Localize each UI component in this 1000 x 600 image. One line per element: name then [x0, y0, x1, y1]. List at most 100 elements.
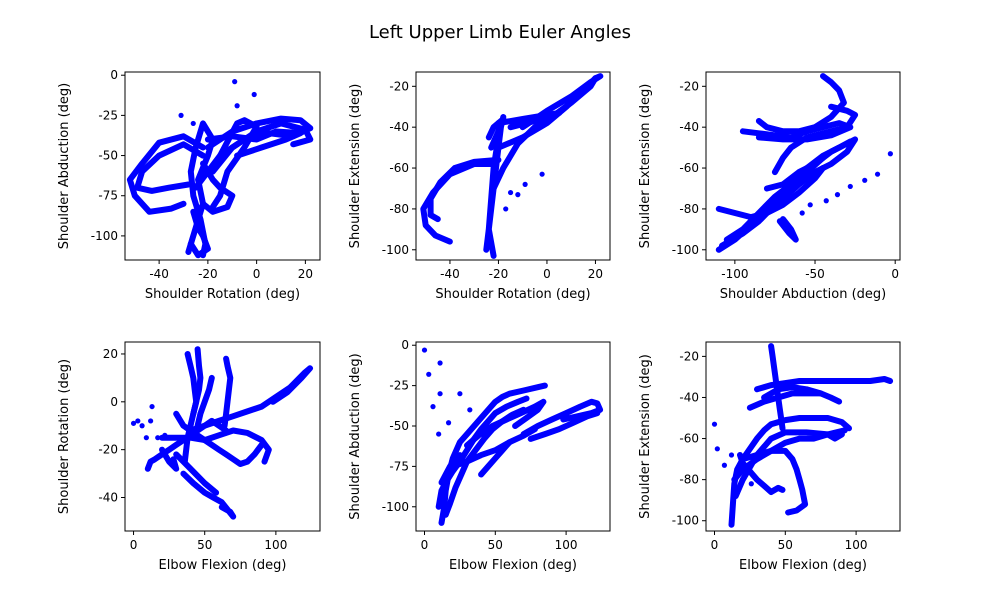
scatter-trace-9	[180, 470, 237, 520]
plot-area	[416, 72, 610, 260]
scatter-trace-4	[194, 374, 215, 429]
scatter-trace-7	[485, 116, 507, 151]
y-tick-label: -100	[91, 229, 118, 243]
scatter-trace-6	[192, 117, 260, 210]
y-axis-label: Shoulder Abduction (deg)	[348, 353, 363, 520]
scatter-point-2	[426, 371, 432, 377]
scatter-trace-6	[449, 426, 538, 470]
scatter-point-1	[887, 151, 893, 157]
y-tick-label: -50	[98, 149, 118, 163]
scatter-point-5	[503, 206, 509, 212]
axes-frame	[124, 341, 321, 532]
x-axis-label: Shoulder Abduction (deg)	[720, 287, 887, 302]
x-axis-label: Shoulder Rotation (deg)	[435, 287, 590, 302]
scatter-point-4	[190, 120, 196, 127]
y-tick-label: -25	[389, 379, 409, 393]
data-layer	[421, 347, 604, 526]
scatter-trace-8	[776, 216, 799, 243]
scatter-point-1	[539, 171, 545, 177]
axes-frame	[124, 71, 321, 261]
y-tick-label: -75	[98, 189, 118, 203]
scatter-point-3	[515, 192, 521, 198]
scatter-trace-10	[173, 451, 220, 496]
axes-frame	[415, 341, 611, 532]
scatter-point-8	[799, 210, 805, 216]
scatter-point-7	[155, 435, 161, 441]
scatter-trace-5	[771, 103, 859, 176]
y-tick-label: -40	[389, 120, 409, 134]
scatter-point-8	[162, 432, 168, 438]
scatter-trace-5	[209, 120, 314, 175]
scatter-point-7	[445, 420, 452, 426]
x-axis-label: Elbow Flexion (deg)	[159, 558, 287, 573]
subplot-4: 0 50 100 -40 -20 0 20 Elbow Flexion (deg) Should…	[57, 341, 321, 573]
axes-frame	[705, 71, 901, 261]
y-tick-label: -80	[679, 473, 699, 487]
scatter-point-9	[467, 407, 473, 413]
x-tick-label: -40	[149, 267, 169, 281]
y-tick-label: -20	[98, 443, 118, 457]
scatter-point-4	[728, 452, 735, 458]
scatter-point-5	[733, 472, 739, 479]
y-tick-label: -80	[679, 202, 699, 216]
scatter-point-1	[711, 421, 718, 427]
x-tick-label: 50	[778, 538, 793, 552]
scatter-point-5	[834, 192, 841, 198]
scatter-trace-9	[478, 439, 513, 478]
x-tick-label: 0	[711, 538, 719, 552]
x-tick-label: -20	[198, 267, 218, 281]
scatter-point-2	[714, 446, 720, 452]
y-tick-label: -50	[389, 419, 409, 433]
scatter-trace-8	[438, 452, 463, 486]
x-tick-label: -100	[721, 267, 748, 281]
scatter-point-1	[130, 420, 137, 426]
x-axis-label: Shoulder Rotation (deg)	[145, 287, 300, 302]
scatter-point-8	[457, 391, 463, 397]
scatter-point-2	[522, 181, 528, 187]
y-axis-label: Shoulder Abduction (deg)	[57, 83, 72, 250]
scatter-point-3	[862, 177, 868, 183]
y-tick-label: -40	[98, 491, 118, 505]
subplot-3: -100 -50 0 -100 -80 -60 -40 -20 Shoulder Abducti…	[638, 71, 901, 302]
scatter-trace-6	[490, 75, 599, 192]
x-tick-label: 100	[845, 538, 868, 552]
x-axis-label: Elbow Flexion (deg)	[449, 558, 577, 573]
scatter-point-1	[421, 347, 428, 353]
x-tick-label: 50	[197, 538, 212, 552]
scatter-trace-3	[134, 141, 206, 194]
y-axis-label: Shoulder Extension (deg)	[638, 84, 653, 249]
subplot-grid: -40 -20 0 20 -100 -75 -50 -25 0 Shoulder Rotation…	[57, 68, 901, 573]
scatter-trace-7	[464, 398, 547, 449]
x-tick-label: 0	[543, 267, 551, 281]
data-layer	[715, 73, 893, 253]
scatter-point-2	[135, 418, 141, 424]
scatter-trace-2	[126, 133, 206, 215]
x-tick-label: 100	[264, 538, 287, 552]
scatter-point-3	[139, 423, 145, 429]
subplot-5: 0 50 100 -100 -75 -50 -25 0 Elbow Flexion (deg) S…	[348, 338, 611, 573]
x-tick-label: 100	[555, 538, 578, 552]
x-axis-label: Elbow Flexion (deg)	[739, 558, 867, 573]
x-tick-label: 0	[421, 538, 429, 552]
scatter-point-2	[251, 91, 257, 98]
scatter-trace-11	[159, 446, 180, 472]
y-tick-label: -60	[389, 161, 409, 175]
figure-title: Left Upper Limb Euler Angles	[369, 22, 631, 43]
scatter-point-3	[437, 360, 443, 366]
scatter-trace-7	[200, 160, 236, 215]
x-tick-label: 0	[253, 267, 261, 281]
scatter-point-5	[437, 391, 443, 397]
scatter-trace-7	[723, 138, 854, 243]
y-tick-label: -75	[389, 459, 409, 473]
scatter-point-4	[847, 183, 853, 190]
x-tick-label: 0	[130, 538, 138, 552]
scatter-trace-5	[221, 355, 234, 429]
y-tick-label: -60	[679, 161, 699, 175]
scatter-trace-4	[755, 73, 847, 135]
plot-area	[125, 72, 320, 260]
y-tick-label: -20	[679, 79, 699, 93]
scatter-point-4	[143, 435, 149, 441]
subplot-6: 0 50 100 -100 -80 -60 -40 -20 Elbow Flexion (deg…	[638, 341, 901, 573]
y-tick-label: -40	[679, 120, 699, 134]
scatter-point-6	[436, 431, 442, 437]
